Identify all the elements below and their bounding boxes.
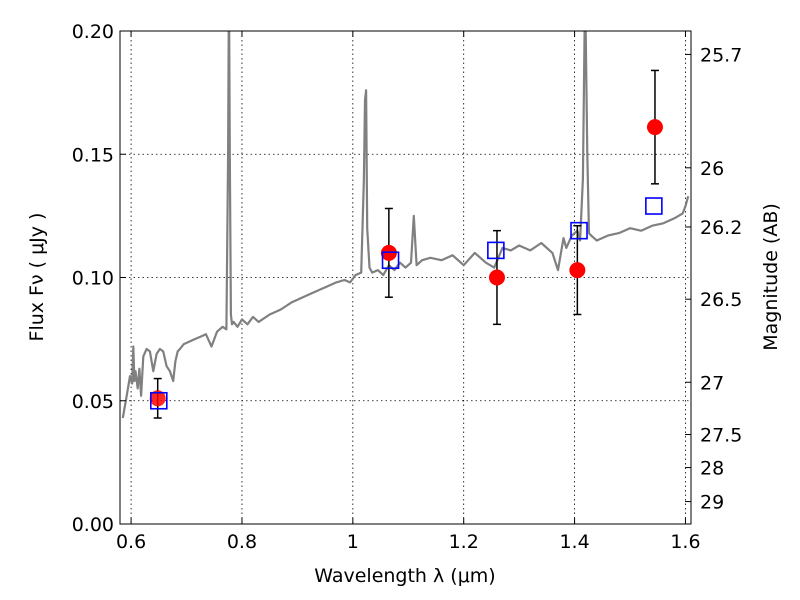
x-tick-label: 1.4 (559, 531, 589, 553)
y-tick-label: 0.15 (72, 144, 114, 166)
model-point (381, 251, 400, 270)
right-tick-label: 26 (700, 158, 724, 180)
x-tick-label: 0.6 (116, 531, 146, 553)
right-tick-label: 25.7 (700, 44, 742, 66)
observed-point (569, 262, 586, 279)
right-tick-label: 27 (700, 372, 724, 394)
y-tick-label: 0.00 (72, 514, 114, 536)
y-axis-title: Flux Fν ( μJy ) (26, 213, 48, 342)
right-tick-label: 28 (700, 458, 724, 480)
y-right-axis-title: Magnitude (AB) (760, 203, 782, 351)
right-tick-label: 26.2 (700, 217, 742, 239)
y-tick-label: 0.20 (72, 21, 114, 43)
y-tick-label: 0.05 (72, 391, 114, 413)
right-tick-label: 26.5 (700, 289, 742, 311)
model-point (570, 221, 588, 240)
observed-point (149, 390, 166, 407)
x-tick-label: 0.8 (227, 531, 257, 553)
model-point (487, 241, 505, 260)
y-tick-label: 0.10 (72, 268, 114, 290)
plot-layer (121, 31, 690, 419)
observed-point (646, 119, 663, 136)
model-point (150, 391, 168, 410)
x-tick-label: 1.2 (449, 531, 479, 553)
x-tick-label: 1.6 (670, 531, 700, 553)
x-axis-title: Wavelength λ (μm) (314, 565, 495, 587)
observed-point (488, 269, 505, 286)
right-tick-label: 29 (700, 492, 724, 514)
spectrum-line (121, 31, 690, 419)
x-tick-label: 1 (347, 531, 359, 553)
right-tick-label: 27.5 (700, 425, 742, 447)
model-point (645, 197, 663, 215)
ticks-layer: 0.6 0.8 1 1.2 1.4 1.6 0.00 0.05 0.10 0.15 0.20 25.7… (72, 21, 743, 553)
grid-layer (120, 30, 691, 525)
